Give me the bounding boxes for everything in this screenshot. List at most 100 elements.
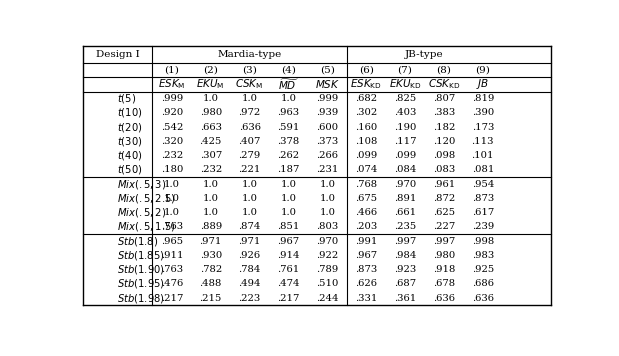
Text: $\mathit{Stb}(1.85)$: $\mathit{Stb}(1.85)$ — [118, 249, 165, 262]
Text: .967: .967 — [355, 251, 377, 260]
Text: .925: .925 — [472, 265, 494, 274]
Text: $\mathit{Mix}(.5, 2.5)$: $\mathit{Mix}(.5, 2.5)$ — [118, 192, 176, 205]
Text: $\mathit{t}(30)$: $\mathit{t}(30)$ — [118, 135, 143, 148]
Text: .980: .980 — [199, 108, 222, 117]
Text: .403: .403 — [394, 108, 416, 117]
Text: .120: .120 — [433, 137, 455, 146]
Text: $\mathit{JB}$: $\mathit{JB}$ — [476, 77, 490, 91]
Text: .873: .873 — [472, 194, 494, 203]
Text: JB-type: JB-type — [405, 50, 444, 59]
Text: .591: .591 — [277, 123, 300, 132]
Text: .874: .874 — [238, 222, 261, 231]
Text: $\mathit{Stb}(1.98)$: $\mathit{Stb}(1.98)$ — [118, 292, 165, 305]
Text: .099: .099 — [355, 151, 378, 160]
Text: .390: .390 — [472, 108, 494, 117]
Text: .963: .963 — [277, 108, 300, 117]
Text: .763: .763 — [161, 222, 183, 231]
Text: $\mathit{EKU}_\mathrm{KD}$: $\mathit{EKU}_\mathrm{KD}$ — [389, 78, 422, 91]
Text: .970: .970 — [316, 237, 339, 246]
Text: .961: .961 — [433, 180, 455, 189]
Text: 1.0: 1.0 — [202, 180, 219, 189]
Text: .999: .999 — [161, 94, 183, 103]
Text: 1.0: 1.0 — [280, 208, 297, 217]
Text: .873: .873 — [355, 265, 378, 274]
Text: .891: .891 — [394, 194, 416, 203]
Text: .922: .922 — [316, 251, 339, 260]
Text: .217: .217 — [161, 294, 183, 303]
Text: .227: .227 — [433, 222, 455, 231]
Text: $\mathit{t}(5)$: $\mathit{t}(5)$ — [118, 92, 137, 105]
Text: (4): (4) — [281, 66, 296, 75]
Text: 1.0: 1.0 — [241, 208, 258, 217]
Text: .923: .923 — [394, 265, 416, 274]
Text: .825: .825 — [394, 94, 416, 103]
Text: .971: .971 — [238, 237, 261, 246]
Text: $\mathit{ESK}_\mathrm{M}$: $\mathit{ESK}_\mathrm{M}$ — [158, 78, 186, 91]
Text: .983: .983 — [472, 251, 494, 260]
Text: $\mathit{Mix}(.5, 3)$: $\mathit{Mix}(.5, 3)$ — [118, 178, 167, 191]
Text: .223: .223 — [238, 294, 261, 303]
Text: $\mathit{CSK}_\mathrm{KD}$: $\mathit{CSK}_\mathrm{KD}$ — [428, 78, 460, 91]
Text: .232: .232 — [161, 151, 183, 160]
Text: 1.0: 1.0 — [164, 194, 180, 203]
Text: (3): (3) — [242, 66, 257, 75]
Text: .266: .266 — [316, 151, 339, 160]
Text: .926: .926 — [238, 251, 261, 260]
Text: .307: .307 — [199, 151, 222, 160]
Text: .074: .074 — [355, 166, 378, 174]
Text: 1.0: 1.0 — [164, 180, 180, 189]
Text: .466: .466 — [355, 208, 377, 217]
Text: .920: .920 — [161, 108, 183, 117]
Text: .970: .970 — [394, 180, 416, 189]
Text: .081: .081 — [472, 166, 494, 174]
Text: .373: .373 — [316, 137, 339, 146]
Text: .600: .600 — [316, 123, 339, 132]
Text: .678: .678 — [433, 279, 455, 288]
Text: .425: .425 — [199, 137, 222, 146]
Text: .244: .244 — [316, 294, 339, 303]
Text: .187: .187 — [277, 166, 300, 174]
Text: .998: .998 — [472, 237, 494, 246]
Text: $\mathit{t}(40)$: $\mathit{t}(40)$ — [118, 149, 143, 162]
Text: .180: .180 — [161, 166, 183, 174]
Text: .488: .488 — [199, 279, 222, 288]
Text: .914: .914 — [277, 251, 300, 260]
Text: 1.0: 1.0 — [202, 208, 219, 217]
Text: .217: .217 — [277, 294, 300, 303]
Text: .476: .476 — [161, 279, 183, 288]
Text: .991: .991 — [355, 237, 378, 246]
Text: .232: .232 — [199, 166, 222, 174]
Text: .763: .763 — [161, 265, 183, 274]
Text: .999: .999 — [316, 94, 339, 103]
Text: (2): (2) — [203, 66, 218, 75]
Text: $\mathit{t}(50)$: $\mathit{t}(50)$ — [118, 163, 143, 177]
Text: .510: .510 — [316, 279, 339, 288]
Text: .235: .235 — [394, 222, 416, 231]
Text: 1.0: 1.0 — [202, 94, 219, 103]
Text: $\mathit{ESK}_\mathrm{KD}$: $\mathit{ESK}_\mathrm{KD}$ — [350, 78, 382, 91]
Text: .626: .626 — [355, 279, 377, 288]
Text: 1.0: 1.0 — [319, 194, 335, 203]
Text: (8): (8) — [436, 66, 451, 75]
Text: .675: .675 — [355, 194, 377, 203]
Text: .997: .997 — [394, 237, 416, 246]
Text: .378: .378 — [277, 137, 300, 146]
Text: .971: .971 — [199, 237, 222, 246]
Text: .099: .099 — [394, 151, 416, 160]
Text: .997: .997 — [433, 237, 455, 246]
Text: .231: .231 — [316, 166, 339, 174]
Text: .302: .302 — [355, 108, 378, 117]
Text: .803: .803 — [316, 222, 339, 231]
Text: .682: .682 — [355, 94, 377, 103]
Text: 1.0: 1.0 — [241, 194, 258, 203]
Text: 1.0: 1.0 — [164, 208, 180, 217]
Text: Design I: Design I — [96, 50, 140, 59]
Text: .636: .636 — [472, 294, 494, 303]
Text: $\mathit{Stb}(1.90)$: $\mathit{Stb}(1.90)$ — [118, 263, 165, 276]
Text: .636: .636 — [433, 294, 455, 303]
Text: (7): (7) — [397, 66, 412, 75]
Text: (6): (6) — [359, 66, 374, 75]
Text: .872: .872 — [433, 194, 455, 203]
Text: $\mathit{Stb}(1.95)$: $\mathit{Stb}(1.95)$ — [118, 277, 165, 290]
Text: (9): (9) — [475, 66, 490, 75]
